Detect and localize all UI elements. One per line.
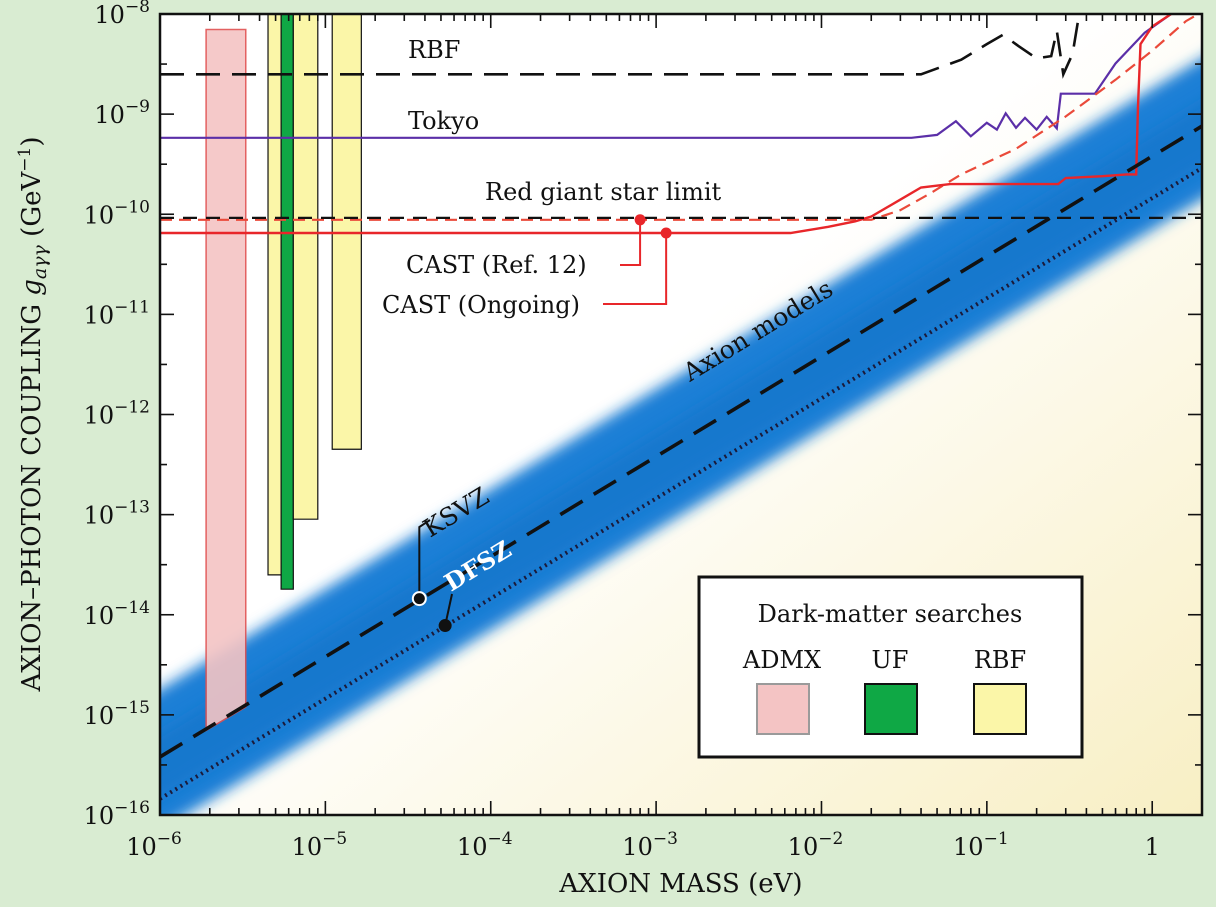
y-axis-title-unit: (GeV (17, 171, 47, 246)
legend-label-rbf: RBF (974, 646, 1026, 674)
series-line-rbf (160, 14, 1084, 79)
y-tick-exponent: −15 (114, 698, 150, 718)
y-tick-base: 10 (94, 101, 125, 129)
x-tick-base: 1 (1145, 833, 1160, 861)
y-tick-base: 10 (84, 502, 115, 530)
x-tick-exponent: −5 (322, 829, 347, 849)
label-cast-ref: CAST (Ref. 12) (406, 251, 587, 279)
y-tick-base: 10 (84, 301, 115, 329)
x-tick-label: 10−1 (953, 829, 1009, 861)
label-cast-ongoing: CAST (Ongoing) (382, 291, 580, 319)
series-line-cast-ref-12 (160, 14, 1199, 221)
y-tick-exponent: −10 (114, 197, 150, 217)
y-axis-title-exponent: −1 (15, 147, 35, 172)
x-tick-label: 10−3 (622, 829, 678, 861)
legend-swatch-admx (756, 683, 810, 735)
marker-dfsz (438, 619, 452, 633)
y-tick-label: 10−13 (84, 498, 150, 530)
y-tick-exponent: −12 (114, 398, 150, 418)
y-tick-base: 10 (84, 602, 115, 630)
x-tick-base: 10 (292, 833, 323, 861)
legend-label-admx: ADMX (742, 646, 821, 674)
y-tick-base: 10 (94, 1, 125, 29)
leader-cast-ref (620, 219, 642, 266)
x-tick-exponent: −3 (653, 829, 678, 849)
leader-cast-ongoing (603, 232, 668, 305)
axis-layer: 10−6 10−5 10−4 10−3 10−2 10−1 110−810−910−1010… (84, 0, 1203, 861)
y-tick-exponent: −14 (114, 598, 150, 618)
x-tick-exponent: −6 (157, 829, 182, 849)
legend: Dark-matter searches ADMX UF RBF (697, 575, 1084, 759)
x-tick-exponent: −4 (487, 829, 512, 849)
x-tick-base: 10 (457, 833, 488, 861)
y-tick-label: 10−16 (84, 798, 150, 830)
y-axis-title-main: AXION–PHOTON COUPLING (17, 296, 47, 693)
x-tick-base: 10 (788, 833, 819, 861)
y-tick-exponent: −16 (114, 798, 150, 818)
y-tick-exponent: −8 (125, 0, 150, 17)
x-tick-base: 10 (622, 833, 653, 861)
rbf-exclusion-region-3 (292, 14, 319, 520)
y-axis-title-subscript: aγγ (29, 244, 51, 279)
y-tick-base: 10 (84, 201, 115, 229)
plot-layer (160, 14, 1202, 815)
series-line-cast-ongoing (160, 14, 1172, 235)
legend-swatch-rbf (973, 683, 1027, 735)
axion-model-band-core (160, 102, 1202, 799)
x-axis-title: AXION MASS (eV) (558, 869, 802, 899)
marker-cast-ref (634, 214, 646, 226)
label-tokyo: Tokyo (408, 107, 479, 135)
x-tick-exponent: −2 (818, 829, 843, 849)
series-line-tokyo (160, 14, 1172, 139)
marker-cast-ongoing (660, 227, 672, 239)
uf-exclusion-region (280, 14, 294, 590)
x-tick-label: 10−4 (457, 829, 513, 861)
y-tick-base: 10 (84, 402, 115, 430)
y-axis-title: AXION–PHOTON COUPLING gaγγ (GeV−1) (15, 137, 51, 693)
y-tick-exponent: −9 (125, 97, 150, 117)
x-tick-base: 10 (126, 833, 157, 861)
legend-label-uf: UF (872, 646, 909, 674)
y-tick-label: 10−8 (94, 0, 150, 29)
admx-exclusion-region (205, 28, 247, 732)
y-tick-exponent: −13 (114, 498, 150, 518)
x-tick-label: 1 (1145, 833, 1160, 861)
legend-swatch-uf (864, 683, 918, 735)
x-tick-base: 10 (953, 833, 984, 861)
x-tick-label: 10−5 (292, 829, 348, 861)
series-line-dfsz (160, 166, 1202, 801)
y-tick-base: 10 (84, 702, 115, 730)
y-tick-exponent: −11 (114, 297, 150, 317)
x-tick-exponent: −1 (984, 829, 1009, 849)
series-line-ksvz (160, 124, 1202, 759)
y-tick-label: 10−9 (94, 97, 150, 129)
y-axis-title-symbol: g (17, 279, 47, 296)
y-tick-label: 10−11 (84, 297, 150, 329)
x-tick-label: 10−6 (126, 829, 182, 861)
y-tick-label: 10−10 (84, 197, 150, 229)
y-tick-label: 10−15 (84, 698, 150, 730)
y-tick-label: 10−12 (84, 398, 150, 430)
legend-title: Dark-matter searches (758, 600, 1023, 628)
y-axis-title-close: ) (17, 137, 47, 147)
x-tick-label: 10−2 (788, 829, 844, 861)
leader-ksvz (418, 519, 431, 599)
label-red-giant: Red giant star limit (485, 178, 722, 206)
label-rbf: RBF (408, 36, 460, 64)
rbf-exclusion-region-4 (331, 14, 362, 450)
marker-ksvz (411, 591, 427, 607)
y-tick-base: 10 (84, 802, 115, 830)
y-tick-label: 10−14 (84, 598, 150, 630)
